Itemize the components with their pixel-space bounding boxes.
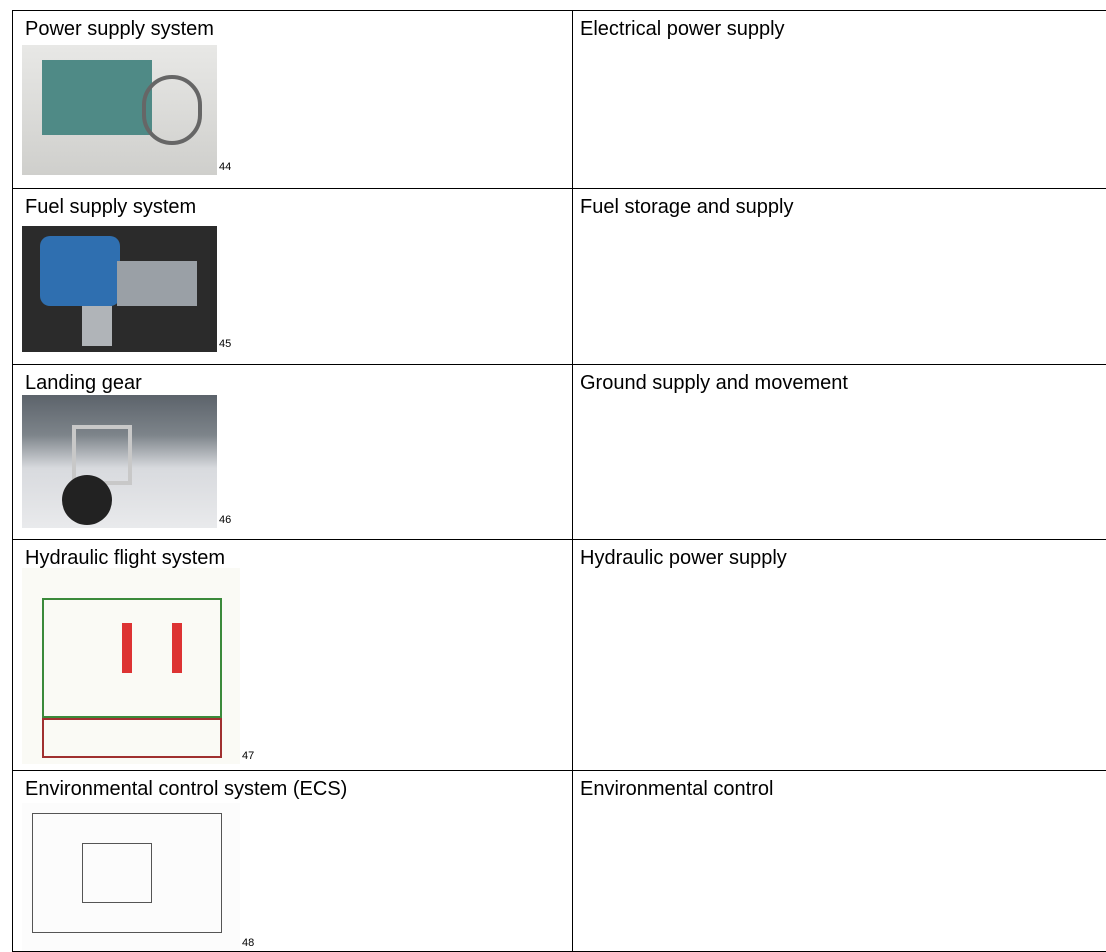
footnote-ref: 45 xyxy=(219,338,231,350)
system-function: Fuel storage and supply xyxy=(580,196,793,219)
system-function: Hydraulic power supply xyxy=(580,547,787,570)
image-shape xyxy=(42,598,222,718)
footnote-ref: 47 xyxy=(242,750,254,762)
system-name: Environmental control system (ECS) xyxy=(25,778,347,801)
image-shape xyxy=(172,623,182,673)
image-shape xyxy=(82,306,112,346)
system-name: Fuel supply system xyxy=(25,196,196,219)
image-shape xyxy=(142,75,202,145)
footnote-ref: 48 xyxy=(242,937,254,949)
image-shape xyxy=(42,718,222,758)
system-function: Environmental control xyxy=(580,778,773,801)
image-shape xyxy=(62,475,112,525)
footnote-ref: 44 xyxy=(219,161,231,173)
table-cell xyxy=(572,539,1106,771)
page: Power supply system Electrical power supp… xyxy=(0,0,1106,952)
image-shape xyxy=(122,623,132,673)
system-image xyxy=(22,395,217,528)
image-shape xyxy=(42,60,152,135)
image-shape xyxy=(40,236,120,306)
system-image xyxy=(22,803,240,951)
system-function: Ground supply and movement xyxy=(580,372,848,395)
image-shape xyxy=(117,261,197,306)
system-name: Hydraulic flight system xyxy=(25,547,225,570)
footnote-ref: 46 xyxy=(219,514,231,526)
system-image xyxy=(22,226,217,352)
image-shape xyxy=(82,843,152,903)
system-image xyxy=(22,45,217,175)
system-name: Power supply system xyxy=(25,18,214,41)
system-function: Electrical power supply xyxy=(580,18,785,41)
system-name: Landing gear xyxy=(25,372,142,395)
system-image xyxy=(22,568,240,764)
